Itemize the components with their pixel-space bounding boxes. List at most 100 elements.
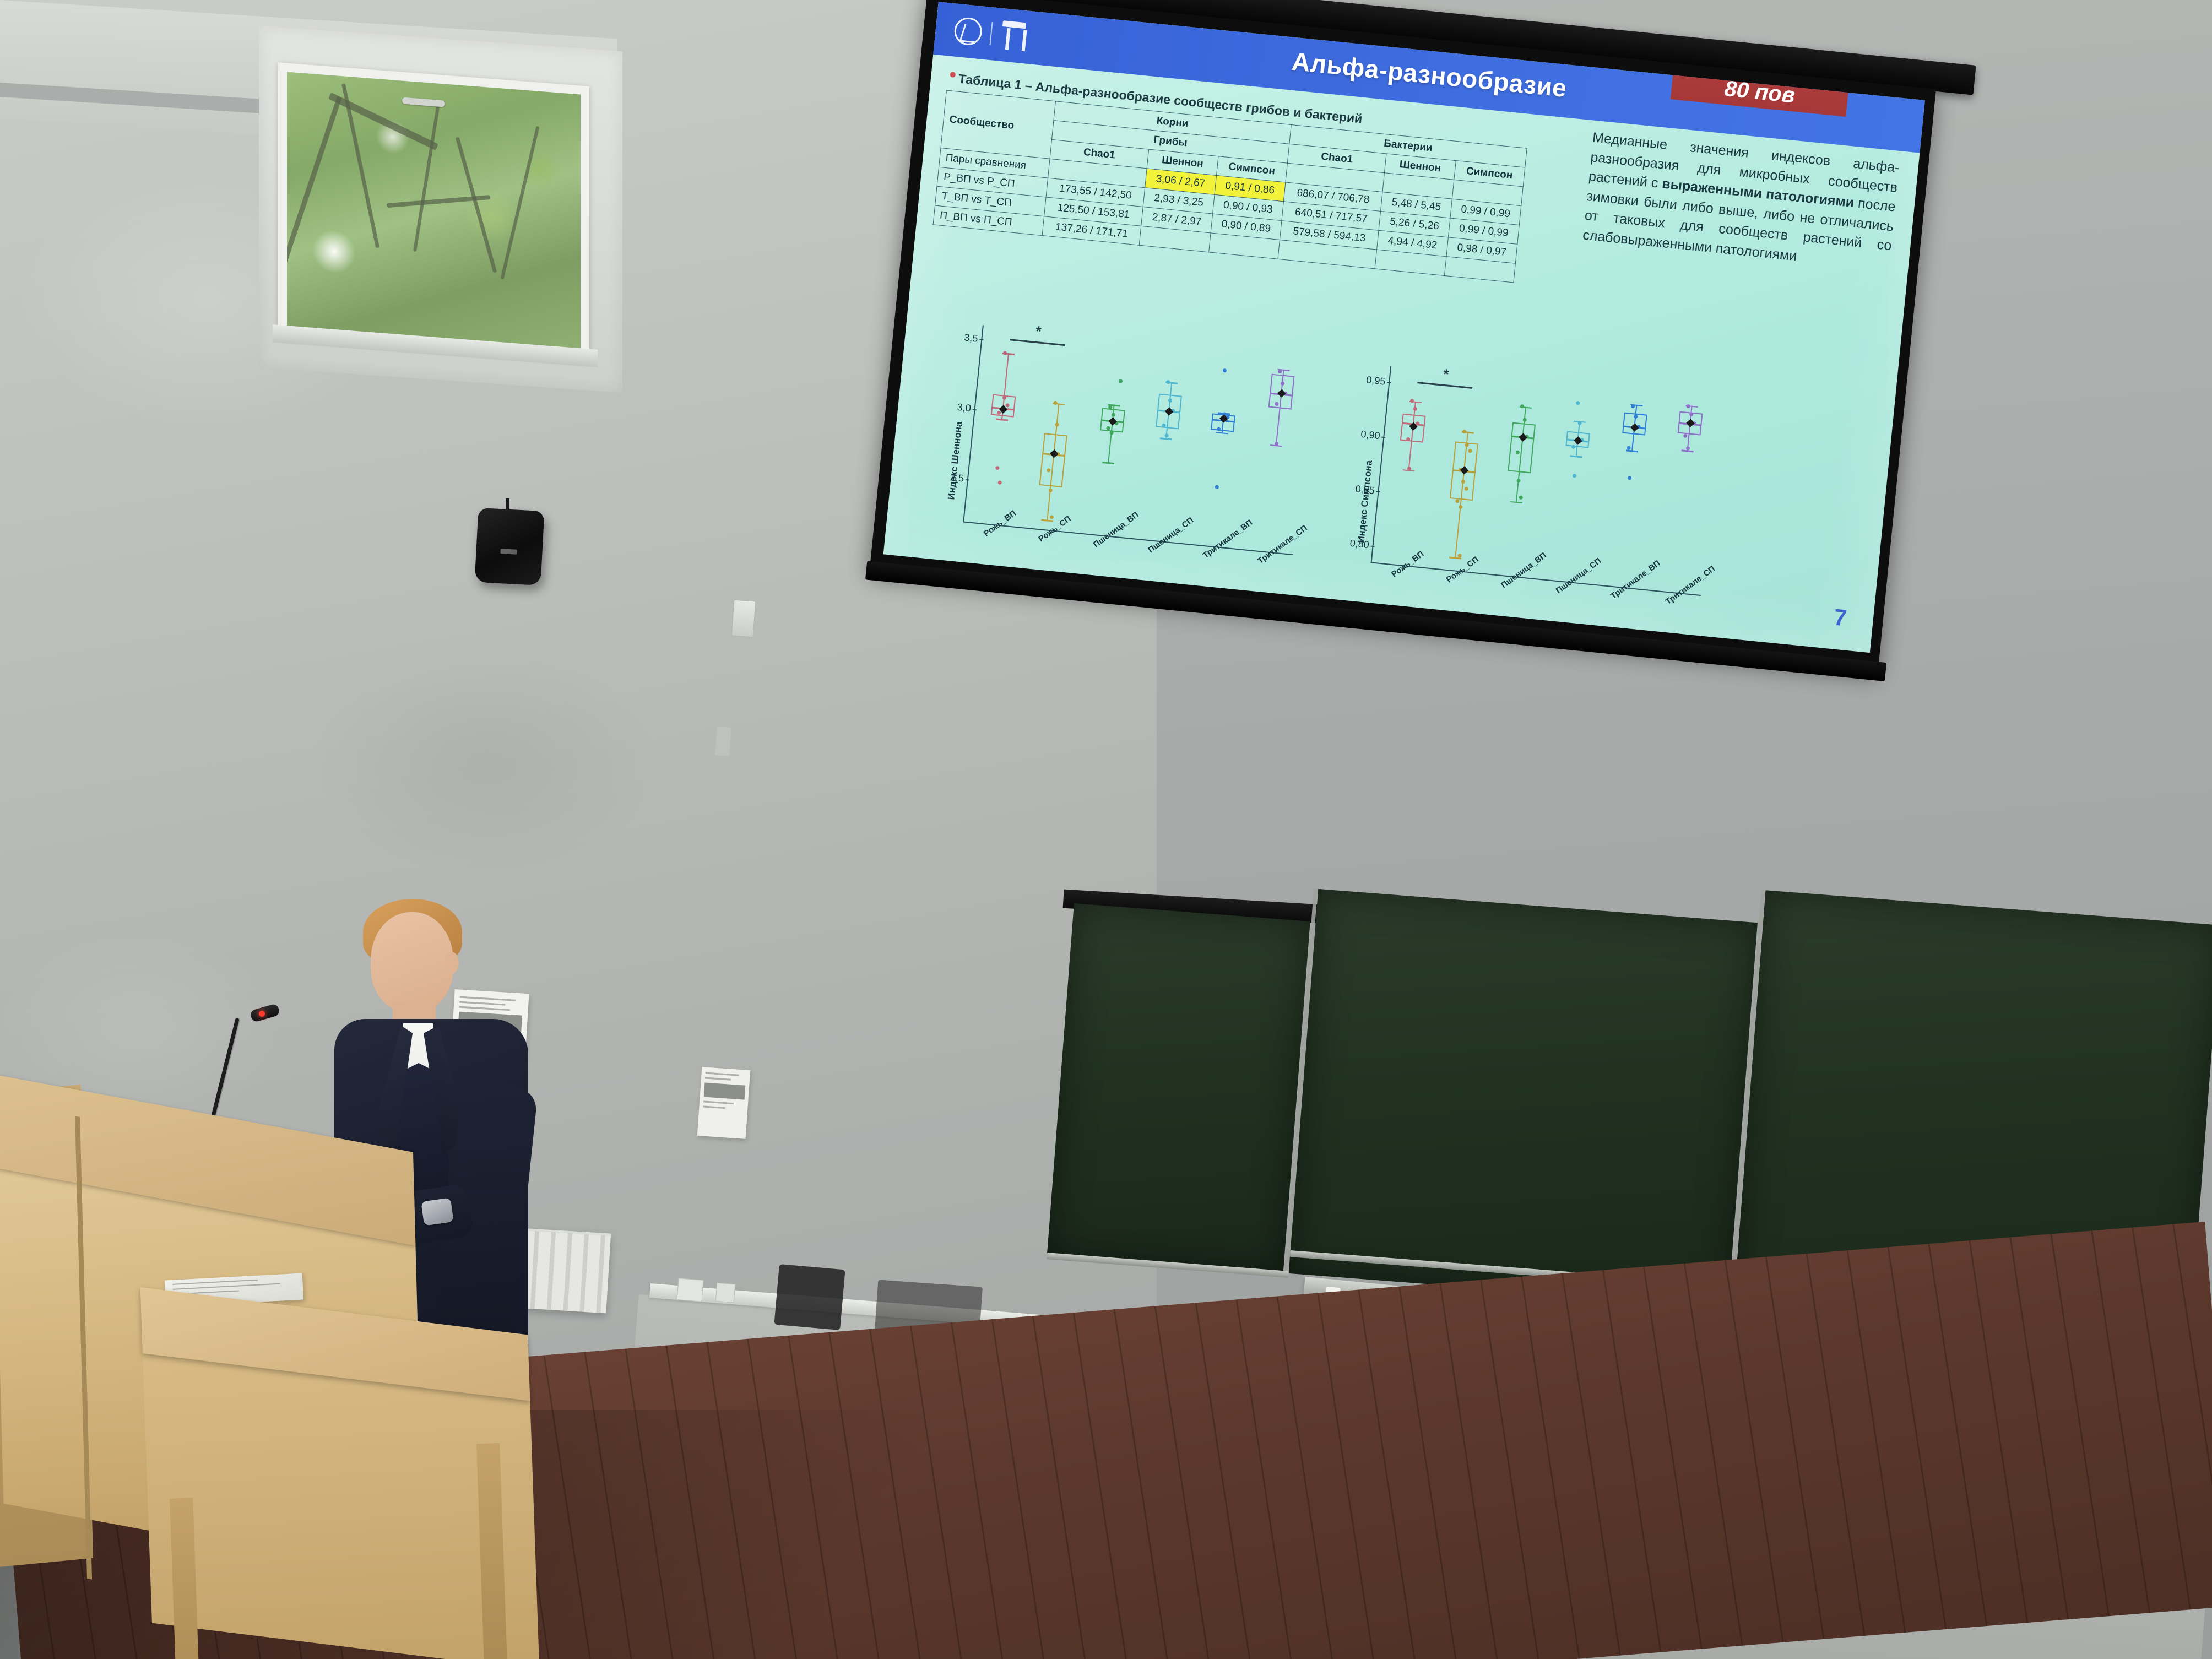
whisker-cap	[995, 418, 1009, 421]
speaker-grill-badge	[500, 549, 517, 555]
whisker-cap	[1159, 437, 1173, 441]
microphone-led-icon	[259, 1011, 265, 1017]
whisker-cap	[1625, 449, 1639, 453]
data-point	[1274, 441, 1279, 446]
chart-shannon-plot: 2,5 3,0 3,5 Рожь_ВП Рожь_СП Пшеница_ВП Пшеница…	[950, 323, 1313, 566]
data-point	[1118, 379, 1123, 384]
th-community: Сообщество	[940, 90, 1056, 159]
data-point	[1571, 444, 1576, 449]
significance-asterisk: *	[1442, 365, 1450, 383]
data-point	[1515, 450, 1520, 454]
chart-simpson: Индекс Симпсона 0,80 0,85 0,90 0,95 Рожь_ВП Р…	[1312, 355, 1724, 653]
data-point	[1458, 505, 1463, 509]
x-tick-label: Тритикале_ВП	[1609, 559, 1662, 601]
presenter-head	[371, 912, 453, 1012]
x-tick-label: Рожь_ВП	[1390, 549, 1426, 579]
chart-simpson-plot: 0,80 0,85 0,90 0,95 Рожь_ВП Рожь_СП Пшеница_ВП…	[1349, 365, 1721, 606]
data-point	[1522, 418, 1527, 422]
wall-speaker	[474, 507, 545, 586]
data-point	[1108, 405, 1113, 409]
data-point	[1626, 446, 1631, 450]
whisker-cap	[1102, 461, 1115, 464]
x-tick-label: Тритикале_СП	[1256, 523, 1309, 566]
whisker-cap	[1041, 519, 1054, 522]
data-point	[1161, 423, 1166, 427]
wall-plate	[715, 727, 731, 756]
slide-body: Таблица 1 – Альфа-разнообразие сообществ…	[883, 55, 1920, 653]
alpha-diversity-table: Сообщество Корни Бактерии Грибы Chao1 Ше…	[933, 90, 1527, 283]
window-frame	[278, 62, 589, 362]
data-point	[1627, 475, 1632, 480]
window-glass-foliage	[287, 72, 581, 354]
power-socket-2[interactable]	[715, 1282, 736, 1303]
data-point	[1467, 448, 1472, 453]
x-tick-label: Пшеница_ВП	[1091, 509, 1141, 550]
data-point	[1462, 429, 1466, 434]
charts-area: Индекс Шеннона 2,5 3,0 3,5 Рожь_ВП Рожь_СП Пш…	[883, 312, 1894, 653]
data-point	[1277, 369, 1282, 374]
data-point	[1046, 468, 1051, 473]
chart-shannon-ylabel: Индекс Шеннона	[946, 421, 964, 501]
power-socket-1[interactable]	[676, 1278, 704, 1302]
y-tick-label: 0,80	[1349, 538, 1370, 551]
data-point	[1164, 433, 1169, 438]
data-point	[1455, 499, 1460, 503]
presenter-wristwatch	[421, 1197, 454, 1226]
slide-number: 7	[1833, 604, 1848, 631]
data-point	[1280, 381, 1284, 386]
data-point	[1168, 398, 1172, 403]
projector-screen-rig: Альфа-разнообразие 80 пов Таблица 1 – Ал…	[828, 0, 2212, 1119]
whisker-cap	[1570, 455, 1582, 458]
y-tick-label: 3,0	[956, 402, 972, 414]
data-point	[1111, 412, 1115, 417]
side-table	[140, 1287, 542, 1659]
wall-sensor-box	[731, 599, 756, 638]
presentation-slide: Альфа-разнообразие 80 пов Таблица 1 – Ал…	[883, 2, 1925, 653]
x-tick-label: Тритикале_ВП	[1201, 518, 1255, 561]
data-point	[1214, 485, 1219, 490]
y-tick-label: 3,5	[963, 332, 979, 344]
data-point	[1457, 553, 1462, 558]
data-point	[1683, 433, 1688, 438]
data-point	[1572, 473, 1576, 478]
x-tick-label: Пшеница_СП	[1146, 515, 1196, 555]
x-tick-label: Пшеница_СП	[1554, 556, 1603, 596]
data-point	[1165, 379, 1170, 384]
data-point	[1005, 403, 1010, 408]
y-tick-label: 0,95	[1365, 374, 1386, 387]
y-tick-label: 0,85	[1354, 483, 1375, 496]
slide-note-text: Медианные значения индексов альфа-разноо…	[1582, 129, 1900, 264]
speaker-mount	[506, 498, 509, 513]
data-point	[1516, 479, 1521, 483]
bullet-dot-icon	[950, 72, 956, 78]
data-point	[1685, 404, 1690, 409]
data-point	[1222, 368, 1227, 373]
whisker-cap	[1510, 501, 1522, 504]
data-point	[1412, 406, 1417, 411]
data-point	[1105, 426, 1110, 431]
x-tick-label: Рожь_ВП	[982, 508, 1018, 539]
x-tick-label: Рожь_СП	[1444, 555, 1481, 585]
y-tick-label: 2,5	[950, 471, 965, 484]
x-tick-label: Пшеница_ВП	[1499, 550, 1548, 590]
y-tick-label: 0,90	[1360, 429, 1381, 442]
data-point	[1054, 422, 1059, 427]
ribbon-label: 80 пов	[1723, 76, 1797, 108]
x-tick-label: Рожь_СП	[1037, 514, 1073, 544]
data-point	[1577, 421, 1582, 426]
x-tick-label: Тритикале_СП	[1663, 564, 1717, 607]
chart-simpson-ylabel: Индекс Симпсона	[1356, 459, 1375, 544]
data-point	[1630, 404, 1635, 409]
data-point	[1575, 401, 1580, 405]
significance-asterisk: *	[1034, 323, 1042, 340]
screen-surface: Альфа-разнообразие 80 пов Таблица 1 – Ал…	[869, 0, 1937, 670]
data-point	[1409, 399, 1414, 403]
box-body	[1039, 433, 1067, 487]
data-point	[995, 465, 1000, 470]
data-point	[1274, 402, 1279, 406]
data-point	[1049, 515, 1054, 520]
box-body	[1508, 422, 1536, 474]
data-point	[1685, 446, 1690, 451]
whisker-cap	[1216, 432, 1228, 435]
